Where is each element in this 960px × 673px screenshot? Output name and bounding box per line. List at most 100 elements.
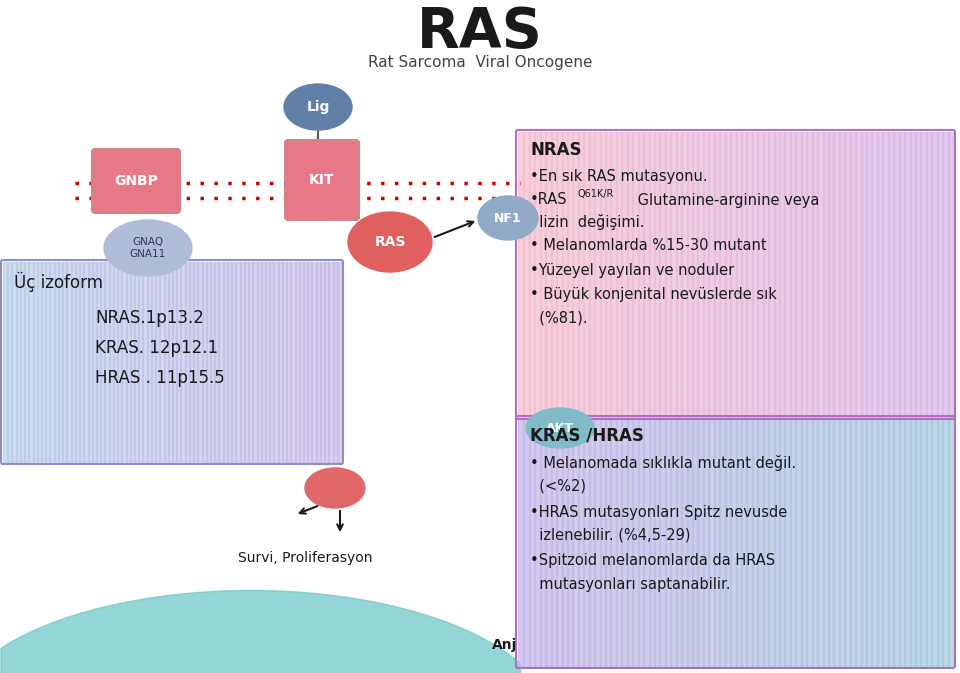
Bar — [562, 132, 568, 417]
Bar — [87, 262, 93, 462]
Text: mutasyonları saptanabilir.: mutasyonları saptanabilir. — [530, 577, 731, 592]
Bar — [584, 418, 589, 666]
Bar — [937, 132, 943, 417]
Bar — [518, 418, 524, 666]
Text: •En sık RAS mutasyonu.: •En sık RAS mutasyonu. — [530, 168, 708, 184]
Bar — [762, 418, 769, 666]
Bar — [774, 418, 780, 666]
Bar — [286, 262, 291, 462]
Bar — [621, 418, 628, 666]
Bar — [584, 132, 589, 417]
Bar — [126, 262, 131, 462]
Text: GNAQ
GNA11: GNAQ GNA11 — [130, 237, 166, 259]
Bar — [261, 262, 266, 462]
Bar — [36, 262, 42, 462]
Bar — [113, 262, 118, 462]
Bar — [948, 132, 954, 417]
Text: RAS: RAS — [374, 235, 406, 249]
Bar — [643, 132, 650, 417]
Bar — [692, 418, 699, 666]
Bar — [551, 418, 557, 666]
Text: •Spitzoid melanomlarda da HRAS: •Spitzoid melanomlarda da HRAS — [530, 553, 775, 569]
Bar — [899, 418, 905, 666]
Bar — [925, 418, 932, 666]
Bar — [96, 262, 101, 462]
Text: KIT: KIT — [309, 173, 335, 187]
Bar — [817, 132, 824, 417]
Bar — [240, 262, 245, 462]
Bar — [248, 262, 253, 462]
Bar — [277, 262, 283, 462]
Text: HRAS . 11p15.5: HRAS . 11p15.5 — [95, 369, 225, 387]
Bar — [535, 132, 540, 417]
Bar — [904, 418, 910, 666]
Text: Glutamine-arginine veya: Glutamine-arginine veya — [633, 192, 820, 207]
Bar — [686, 418, 693, 666]
Bar — [71, 262, 76, 462]
Bar — [20, 262, 25, 462]
Bar — [92, 262, 97, 462]
Bar — [839, 132, 845, 417]
Bar — [942, 418, 948, 666]
Bar — [670, 418, 677, 666]
Bar — [654, 132, 660, 417]
Bar — [774, 132, 780, 417]
Bar — [627, 132, 634, 417]
Bar — [545, 132, 552, 417]
Ellipse shape — [284, 84, 352, 130]
Bar — [649, 132, 655, 417]
Bar — [62, 262, 67, 462]
Bar — [540, 418, 546, 666]
Bar — [909, 418, 916, 666]
Bar — [931, 132, 938, 417]
Bar — [180, 262, 185, 462]
Bar — [219, 262, 224, 462]
Ellipse shape — [478, 196, 538, 240]
Bar — [205, 262, 211, 462]
Bar — [855, 132, 861, 417]
Bar — [142, 262, 148, 462]
Bar — [231, 262, 236, 462]
Bar — [703, 418, 709, 666]
Text: RAS: RAS — [418, 5, 542, 59]
Text: lizin  değişimi.: lizin değişimi. — [530, 214, 644, 230]
Bar — [244, 262, 249, 462]
Bar — [888, 132, 894, 417]
Bar — [311, 262, 317, 462]
Bar — [762, 132, 769, 417]
Bar — [915, 132, 922, 417]
Bar — [741, 132, 748, 417]
Bar — [876, 132, 883, 417]
Bar — [682, 132, 687, 417]
Bar — [899, 132, 905, 417]
Bar — [888, 418, 894, 666]
Bar — [686, 132, 693, 417]
Bar — [866, 132, 873, 417]
Bar — [108, 262, 114, 462]
Ellipse shape — [104, 220, 192, 276]
Ellipse shape — [348, 212, 432, 272]
Bar — [551, 132, 557, 417]
Bar — [921, 132, 926, 417]
Bar — [942, 132, 948, 417]
Bar — [572, 418, 579, 666]
Bar — [855, 418, 861, 666]
Bar — [210, 262, 215, 462]
Bar — [529, 418, 536, 666]
Bar — [844, 418, 851, 666]
Bar — [931, 418, 938, 666]
Bar — [295, 262, 300, 462]
Bar — [15, 262, 21, 462]
Bar — [572, 132, 579, 417]
Bar — [752, 132, 758, 417]
Bar — [713, 132, 720, 417]
Bar — [79, 262, 84, 462]
Bar — [893, 418, 900, 666]
Bar — [265, 262, 270, 462]
Bar — [594, 132, 601, 417]
Bar — [163, 262, 169, 462]
Bar — [730, 418, 736, 666]
Text: GNBP: GNBP — [114, 174, 158, 188]
Bar — [324, 262, 329, 462]
Bar — [605, 418, 612, 666]
